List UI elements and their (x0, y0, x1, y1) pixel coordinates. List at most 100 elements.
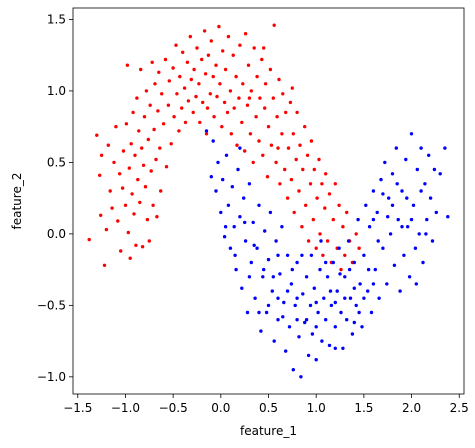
point-series-0-86 (205, 106, 210, 110)
point-series-0-132 (271, 96, 275, 100)
point-series-0-110 (240, 120, 244, 125)
point-series-1-32 (270, 289, 274, 293)
point-series-1-87 (375, 210, 379, 215)
point-series-0-23 (129, 142, 133, 146)
point-series-0-13 (118, 172, 122, 176)
point-series-1-0 (204, 129, 209, 133)
y-tick-label: 0.5 (47, 155, 66, 169)
point-series-1-151 (390, 203, 395, 207)
point-series-0-169 (324, 172, 328, 176)
point-series-1-76 (354, 303, 358, 308)
point-series-1-51 (306, 353, 311, 358)
point-series-1-19 (245, 310, 250, 315)
point-series-1-50 (304, 275, 309, 279)
point-series-0-179 (343, 253, 347, 257)
point-series-0-46 (151, 203, 155, 207)
point-series-1-49 (303, 320, 307, 325)
point-series-1-134 (243, 220, 247, 225)
point-series-0-113 (243, 32, 248, 36)
point-series-0-174 (333, 182, 337, 186)
point-series-0-130 (268, 67, 273, 72)
point-series-0-27 (133, 153, 137, 157)
point-series-0-166 (320, 182, 324, 186)
point-series-0-79 (195, 46, 199, 50)
point-series-1-154 (266, 303, 271, 308)
point-series-0-99 (223, 67, 228, 72)
point-series-0-6 (104, 227, 109, 232)
point-series-1-37 (280, 225, 284, 229)
point-series-1-95 (390, 172, 395, 176)
point-series-0-76 (191, 110, 195, 115)
point-series-1-96 (392, 263, 397, 267)
point-series-1-13 (234, 267, 238, 272)
point-series-0-146 (291, 132, 295, 136)
point-series-1-29 (264, 310, 269, 315)
point-series-1-112 (423, 182, 427, 186)
point-series-0-178 (341, 225, 345, 229)
point-series-1-66 (335, 289, 339, 293)
point-series-1-82 (366, 289, 370, 293)
point-series-1-115 (428, 196, 433, 200)
point-series-0-122 (257, 139, 261, 143)
point-series-0-143 (286, 146, 291, 150)
point-series-1-98 (396, 217, 400, 222)
point-series-0-90 (211, 74, 215, 79)
point-series-0-16 (121, 149, 126, 153)
point-series-0-151 (298, 143, 302, 147)
point-series-1-8 (224, 153, 229, 157)
point-series-1-26 (259, 329, 263, 333)
point-series-0-187 (276, 146, 280, 150)
point-series-0-160 (311, 217, 315, 222)
point-series-1-7 (222, 235, 227, 239)
point-series-0-17 (123, 203, 128, 207)
point-series-1-147 (314, 300, 318, 305)
point-series-0-36 (141, 163, 146, 167)
point-series-0-89 (209, 39, 213, 43)
point-series-0-61 (169, 142, 173, 146)
point-series-0-136 (277, 77, 281, 82)
point-series-0-81 (198, 120, 202, 125)
point-series-1-10 (228, 246, 233, 250)
point-series-1-65 (333, 325, 337, 329)
point-series-1-111 (421, 260, 425, 265)
point-series-0-60 (167, 79, 171, 83)
point-series-1-6 (221, 177, 225, 182)
point-series-1-162 (419, 189, 423, 193)
point-series-0-9 (110, 206, 114, 210)
point-series-1-9 (226, 203, 231, 207)
point-series-0-44 (149, 169, 153, 173)
point-series-1-15 (238, 215, 242, 219)
point-series-1-123 (252, 243, 256, 247)
point-series-1-130 (376, 239, 380, 243)
point-series-1-77 (356, 217, 360, 222)
point-series-1-17 (242, 196, 246, 200)
point-series-0-83 (201, 100, 205, 105)
point-series-1-24 (255, 246, 259, 250)
point-series-0-173 (331, 217, 335, 222)
point-series-0-139 (281, 92, 285, 96)
point-series-0-84 (202, 29, 207, 33)
point-series-1-45 (295, 260, 299, 265)
point-series-0-123 (258, 96, 262, 100)
point-series-1-62 (327, 343, 332, 348)
point-series-0-87 (206, 53, 211, 57)
point-series-1-107 (413, 246, 418, 250)
data-points (87, 23, 450, 379)
point-series-1-40 (285, 253, 290, 257)
point-series-1-101 (402, 253, 406, 257)
point-series-0-115 (246, 63, 251, 67)
x-tick-label: 0.5 (259, 401, 278, 415)
x-tick-label: −1.0 (111, 401, 140, 415)
point-series-0-88 (208, 92, 212, 96)
point-series-1-169 (371, 217, 376, 222)
point-series-0-51 (156, 109, 160, 113)
point-series-0-127 (263, 82, 268, 86)
point-series-1-131 (395, 182, 399, 186)
point-series-0-59 (166, 103, 171, 107)
point-series-1-100 (400, 189, 404, 193)
point-series-0-37 (142, 115, 147, 119)
point-series-0-25 (131, 110, 135, 115)
point-series-0-49 (154, 157, 158, 162)
point-series-0-116 (248, 132, 253, 136)
point-series-0-162 (314, 246, 318, 250)
